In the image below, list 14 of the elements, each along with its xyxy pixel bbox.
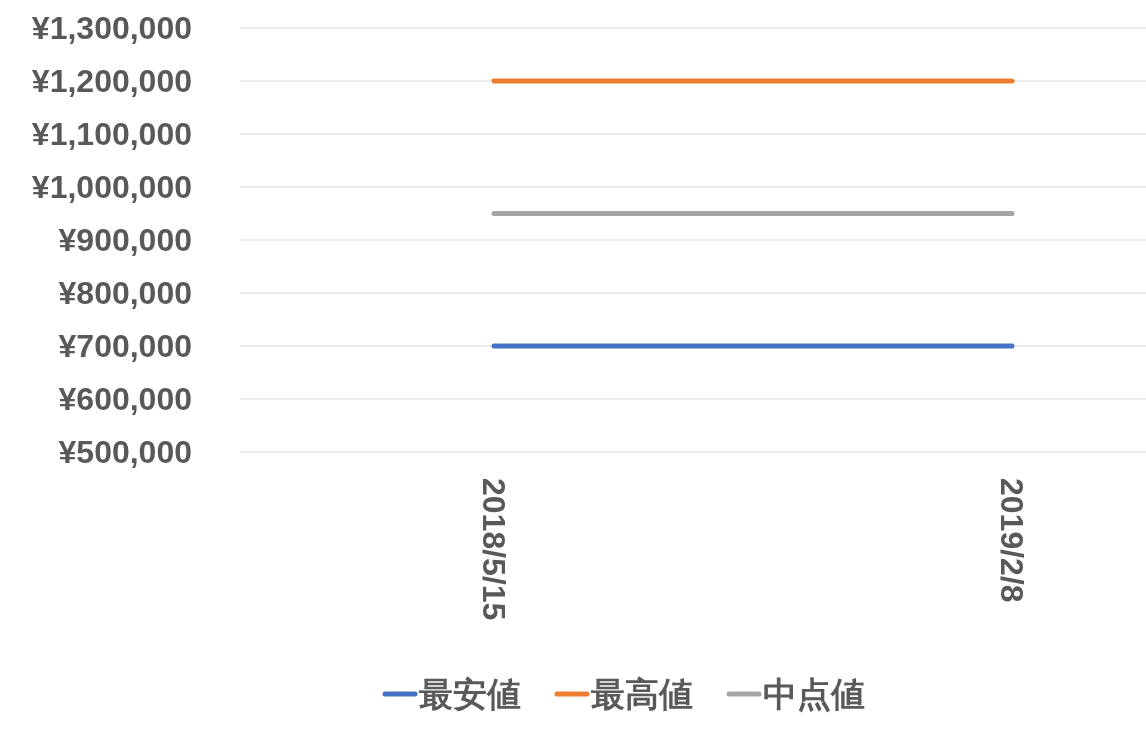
legend-label: 中点値 [763,675,865,713]
y-tick-label: ¥500,000 [58,434,192,470]
y-tick-label: ¥600,000 [58,381,192,417]
y-tick-label: ¥1,000,000 [31,169,192,205]
legend-label: 最高値 [591,675,693,713]
legend-label: 最安値 [419,675,521,713]
x-tick-label: 2019/2/8 [994,478,1030,603]
x-tick-label: 2018/5/15 [476,478,512,621]
y-tick-label: ¥1,100,000 [31,116,192,152]
y-tick-label: ¥1,200,000 [31,63,192,99]
y-tick-label: ¥900,000 [58,222,192,258]
y-tick-label: ¥700,000 [58,328,192,364]
y-tick-label: ¥1,300,000 [31,10,192,46]
y-tick-label: ¥800,000 [58,275,192,311]
